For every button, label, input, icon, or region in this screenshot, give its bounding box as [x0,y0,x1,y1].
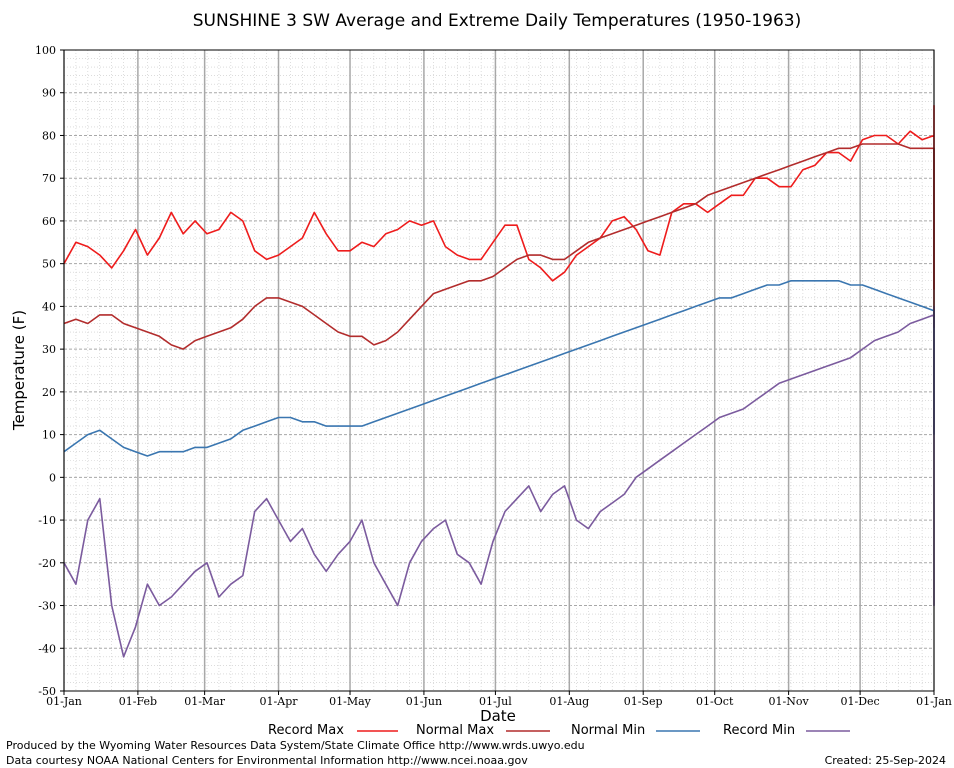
footer-data-courtesy: Data courtesy NOAA National Centers for … [6,754,528,767]
x-tick-label: 01-Nov [769,695,810,708]
x-tick-label: 01-Jan [916,695,952,708]
x-tick-label: 01-Apr [260,695,299,708]
footer-created-date: Created: 25-Sep-2024 [824,754,946,767]
legend-label-record-max: Record Max [268,723,344,738]
series-layer [63,104,935,658]
y-tick-label: 0 [49,471,56,484]
series-line-record-max [63,104,935,291]
x-tick-label: 01-Jul [479,695,512,708]
y-tick-label: -30 [38,600,56,613]
x-axis-ticks: 01-Jan 01-Feb 01-Mar 01-Apr 01-May 01-Jun 01-J… [46,691,952,708]
minor-grid [63,50,935,691]
y-tick-label: 50 [42,258,56,271]
y-tick-label: 40 [42,300,56,313]
x-tick-label: 01-Jan [46,695,82,708]
x-tick-label: 01-Oct [696,695,734,708]
legend-label-normal-min: Normal Min [571,723,645,738]
y-tick-label: -50 [38,685,56,698]
y-tick-label: 30 [42,343,56,356]
y-tick-label: 100 [35,44,56,57]
y-tick-label: 90 [42,87,56,100]
legend-label-normal-max: Normal Max [416,723,494,738]
major-grid [63,49,935,692]
plot-frame [63,49,935,692]
legend: Record Max Normal Max Normal Min Record … [268,723,850,738]
x-tick-label: 01-Dec [841,695,880,708]
x-tick-label: 01-Mar [184,695,226,708]
x-tick-label: 01-May [329,695,372,708]
y-tick-label: -40 [38,642,56,655]
x-tick-label: 01-Jun [406,695,442,708]
series-line-normal-min [63,279,935,457]
x-tick-label: 01-Sep [624,695,663,708]
y-tick-label: 80 [42,129,56,142]
chart-title: SUNSHINE 3 SW Average and Extreme Daily … [193,11,801,31]
series-line-record-min [63,305,935,658]
y-tick-label: -20 [38,557,56,570]
y-axis-label: Temperature (F) [10,310,28,431]
y-tick-label: -10 [38,514,56,527]
x-axis-label: Date [480,707,516,725]
y-tick-label: 20 [42,386,56,399]
x-tick-label: 01-Feb [119,695,157,708]
y-tick-label: 70 [42,172,56,185]
footer-produced-by: Produced by the Wyoming Water Resources … [6,739,585,752]
y-tick-label: 10 [42,429,56,442]
x-tick-label: 01-Aug [549,695,589,708]
legend-label-record-min: Record Min [723,723,795,738]
y-tick-label: 60 [42,215,56,228]
